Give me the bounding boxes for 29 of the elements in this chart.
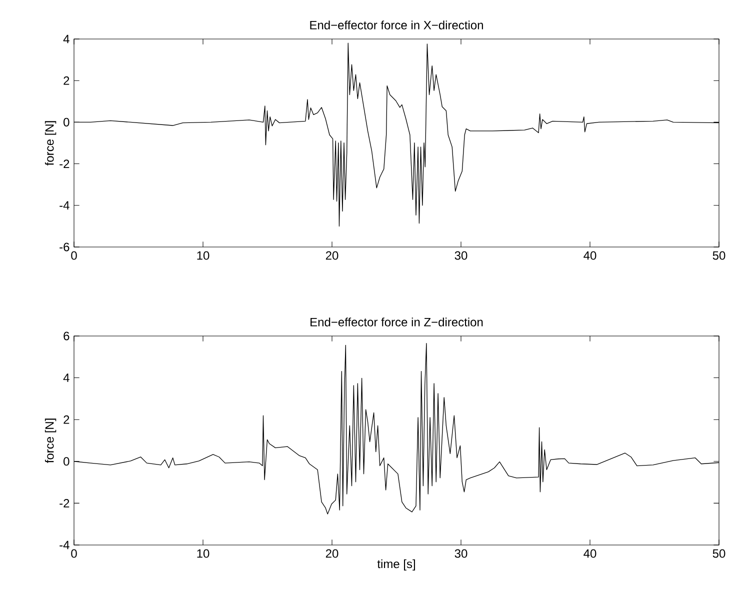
x-tick-label: 10 (197, 549, 210, 558)
x-tick-label: 30 (454, 549, 468, 558)
x-tick-label: 20 (326, 251, 338, 260)
x-tick-label: 0 (71, 251, 77, 260)
x-tick-label: 40 (584, 251, 596, 260)
y-tick-label: -4 (60, 201, 70, 210)
x-tick-label: 50 (712, 549, 726, 558)
x-tick-label: 40 (584, 549, 596, 558)
x-tick-label: 20 (326, 549, 338, 558)
y-axis-title: force [N] (44, 418, 56, 463)
y-tick-label: -6 (60, 242, 70, 252)
y-tick-label: 2 (64, 76, 70, 85)
y-tick-label: 0 (64, 118, 70, 126)
chart-title: End−effector force in Z−direction (310, 318, 483, 326)
y-tick-label: 0 (64, 457, 70, 466)
y-tick-label: -4 (60, 540, 70, 550)
y-axis-title: force [N] (44, 121, 56, 166)
y-tick-label: 4 (63, 34, 70, 44)
y-tick-label: 2 (64, 415, 70, 424)
y-tick-label: -2 (60, 160, 70, 168)
x-axis-title: time [s] (377, 559, 415, 571)
chart-title: End−effector force in X−direction (310, 20, 483, 30)
y-tick-label: 4 (63, 374, 70, 382)
y-tick-label: -2 (60, 498, 70, 508)
y-tick-label: 6 (64, 332, 70, 340)
x-tick-label: 0 (71, 549, 77, 558)
x-tick-label: 10 (197, 251, 210, 260)
x-tick-label: 30 (454, 251, 468, 260)
x-tick-label: 50 (712, 251, 726, 260)
